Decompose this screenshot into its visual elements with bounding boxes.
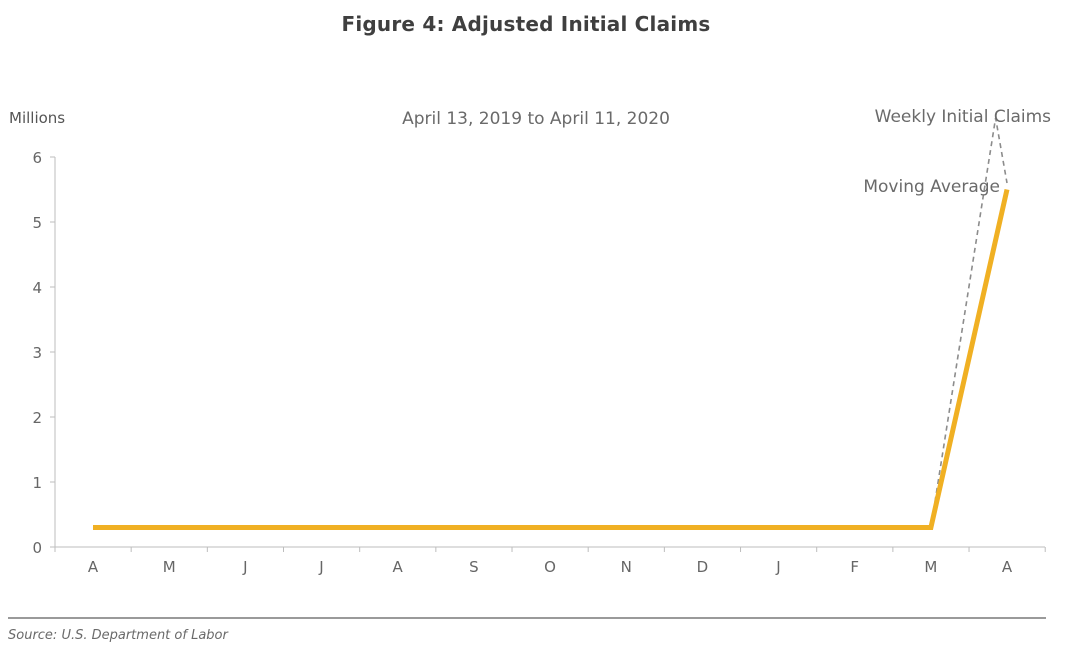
x-tick-label: S [469, 558, 479, 576]
moving-average-line [93, 188, 1010, 530]
x-tick-label: M [924, 558, 937, 576]
y-tick-label: 5 [32, 214, 42, 232]
y-tick-label: 6 [32, 149, 42, 167]
x-tick-label: A [1002, 558, 1013, 576]
series-label-moving-average: Moving Average [863, 177, 1000, 197]
x-tick-label: J [775, 558, 780, 576]
x-tick-label: D [697, 558, 709, 576]
x-tick-label: J [318, 558, 323, 576]
footer-divider [8, 617, 1046, 619]
x-tick-label: F [850, 558, 859, 576]
x-tick-label: O [544, 558, 556, 576]
chart-subtitle: April 13, 2019 to April 11, 2020 [402, 109, 670, 129]
y-axis: 0 1 2 3 4 5 6 Millions [9, 109, 65, 557]
x-tick-label: A [88, 558, 99, 576]
y-tick-label: 1 [32, 474, 42, 492]
y-tick-label: 4 [32, 279, 42, 297]
series-label-weekly-claims: Weekly Initial Claims [875, 107, 1052, 127]
y-tick-label: 3 [32, 344, 42, 362]
x-tick-label: N [621, 558, 632, 576]
chart-title: Figure 4: Adjusted Initial Claims [341, 12, 711, 36]
series-lines [93, 117, 1010, 530]
y-tick-label: 2 [32, 409, 42, 427]
x-tick-label: A [393, 558, 404, 576]
y-axis-label: Millions [9, 109, 65, 127]
y-tick-label: 0 [32, 539, 42, 557]
x-tick-label: M [163, 558, 176, 576]
chart-labels: April 13, 2019 to April 11, 2020 Weekly I… [402, 107, 1051, 197]
x-tick-label: J [242, 558, 247, 576]
source-note: Source: U.S. Department of Labor [8, 628, 228, 643]
